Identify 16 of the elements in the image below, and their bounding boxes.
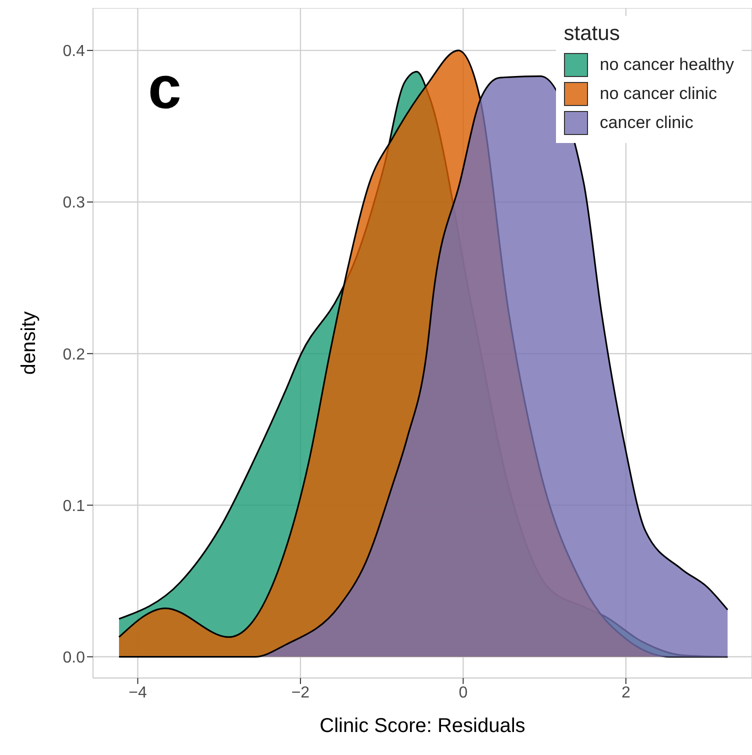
y-tick-label: 0.4 [62,43,86,60]
legend-label: no cancer clinic [600,84,717,104]
legend-title: status [564,22,621,46]
x-tick-label: 0 [458,684,468,702]
y-tick-label: 0.0 [62,649,86,666]
x-tick-label: 2 [621,684,630,702]
y-tick-label: 0.1 [62,498,86,515]
legend-label: no cancer healthy [600,54,734,74]
y-tick-label: 0.2 [62,346,86,364]
y-axis-title: density [18,311,40,375]
y-tick-label: 0.3 [62,194,86,212]
x-axis-title: Clinic Score: Residuals [320,715,526,737]
annotation: c [148,54,182,121]
x-tick-label: −4 [128,684,147,702]
legend-label: cancer clinic [600,112,694,132]
x-tick-label: −2 [291,684,310,702]
